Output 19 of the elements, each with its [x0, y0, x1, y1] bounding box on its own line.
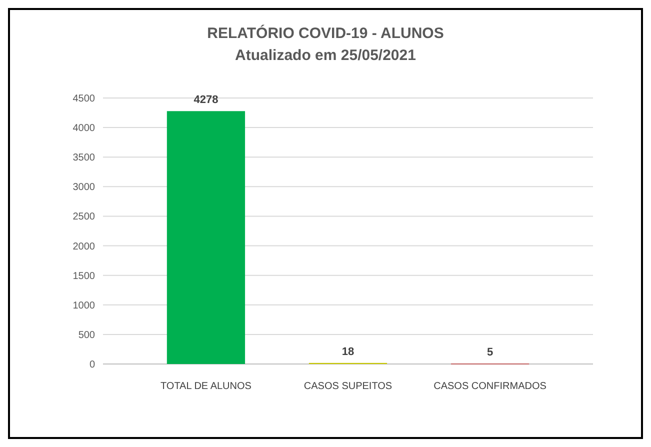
chart-subtitle: Atualizado em 25/05/2021 — [235, 47, 416, 64]
bar — [166, 111, 246, 364]
y-tick-label: 4000 — [72, 123, 96, 134]
x-tick-label: CASOS CONFIRMADOS — [434, 381, 547, 392]
x-tick-label: TOTAL DE ALUNOS — [160, 381, 252, 392]
y-tick-label: 1500 — [72, 270, 96, 282]
data-label: 5 — [486, 346, 494, 359]
y-tick-label: 0 — [89, 360, 96, 370]
chart-title: RELATÓRIO COVID-19 - ALUNOS — [207, 24, 444, 42]
x-tick-label: CASOS SUPEITOS — [304, 381, 392, 392]
y-tick-label: 1000 — [72, 300, 96, 312]
data-label: 4278 — [194, 94, 218, 106]
data-label: 18 — [342, 346, 354, 358]
y-tick-label: 2500 — [72, 212, 96, 223]
y-tick-label: 3000 — [72, 182, 96, 194]
y-tick-label: 3500 — [72, 152, 96, 164]
y-tick-label: 2000 — [72, 241, 96, 252]
y-tick-label: 500 — [78, 330, 96, 341]
y-tick-label: 4500 — [72, 94, 96, 104]
